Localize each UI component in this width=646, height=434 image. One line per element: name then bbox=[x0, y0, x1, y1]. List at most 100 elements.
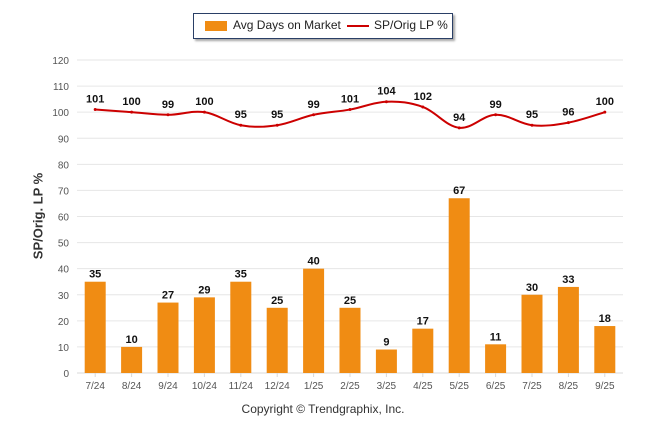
bar bbox=[448, 198, 470, 373]
line-point bbox=[530, 123, 534, 127]
y-tick-label: 80 bbox=[58, 160, 70, 171]
line-data-label: 95 bbox=[271, 109, 283, 121]
x-tick-label: 5/25 bbox=[449, 381, 469, 392]
bar-data-label: 25 bbox=[271, 295, 283, 307]
line-data-label: 96 bbox=[562, 107, 574, 119]
y-tick-label: 50 bbox=[58, 239, 70, 250]
line-point bbox=[603, 110, 607, 114]
line-point bbox=[421, 105, 425, 109]
line-point bbox=[494, 113, 498, 117]
bar bbox=[193, 297, 215, 373]
line-point bbox=[457, 126, 461, 130]
line-data-label: 99 bbox=[489, 99, 501, 111]
line-data-label: 104 bbox=[377, 86, 396, 98]
line-data-label: 94 bbox=[453, 112, 466, 124]
x-tick-label: 9/25 bbox=[595, 381, 615, 392]
bar-data-label: 35 bbox=[235, 269, 247, 281]
line-data-label: 102 bbox=[414, 91, 432, 103]
line-data-label: 100 bbox=[122, 96, 140, 108]
line-point bbox=[348, 108, 352, 112]
line-data-label: 100 bbox=[596, 96, 614, 108]
line-data-label: 99 bbox=[162, 99, 174, 111]
x-axis-ticks: 7/24 8/24 9/24 10/24 11/24 12/24 1/25 2/25 3/25 4… bbox=[85, 373, 615, 392]
bar bbox=[84, 281, 106, 373]
line-point bbox=[239, 123, 243, 127]
bar bbox=[157, 302, 179, 373]
bar-data-labels: 35 10 27 29 35 25 40 25 9 17 67 11 30 33 18 bbox=[89, 185, 611, 348]
line-point bbox=[312, 113, 316, 117]
x-tick-label: 9/24 bbox=[158, 381, 178, 392]
bar bbox=[266, 307, 288, 373]
line-point bbox=[275, 123, 279, 127]
line-point bbox=[202, 110, 206, 114]
bar-data-label: 33 bbox=[562, 274, 574, 286]
y-tick-label: 100 bbox=[52, 108, 69, 119]
y-tick-label: 70 bbox=[58, 186, 70, 197]
line-data-label: 101 bbox=[341, 94, 359, 106]
line-point bbox=[93, 108, 97, 112]
y-tick-label: 0 bbox=[63, 369, 69, 380]
bar bbox=[375, 349, 397, 373]
y-tick-label: 90 bbox=[58, 134, 70, 145]
y-axis-ticks: 0 10 20 30 40 50 60 70 80 90 100 110 120 bbox=[52, 56, 69, 380]
bar bbox=[485, 344, 507, 373]
line-data-labels: 101 100 99 100 95 95 99 101 104 102 94 99 95 96 100 bbox=[86, 86, 614, 124]
x-tick-label: 6/25 bbox=[486, 381, 506, 392]
bar-data-label: 11 bbox=[490, 331, 502, 343]
y-tick-label: 20 bbox=[58, 317, 70, 328]
line-point bbox=[566, 121, 570, 125]
x-tick-label: 7/25 bbox=[522, 381, 542, 392]
bar-data-label: 10 bbox=[125, 334, 137, 346]
line-data-label: 95 bbox=[526, 109, 538, 121]
x-tick-label: 1/25 bbox=[304, 381, 324, 392]
bar-data-label: 29 bbox=[198, 284, 210, 296]
x-tick-label: 7/24 bbox=[85, 381, 105, 392]
y-tick-label: 60 bbox=[58, 213, 70, 224]
bar bbox=[521, 294, 543, 373]
line-data-label: 101 bbox=[86, 94, 104, 106]
bar-data-label: 30 bbox=[526, 282, 538, 294]
line-data-label: 99 bbox=[307, 99, 319, 111]
bar-data-label: 27 bbox=[162, 290, 174, 302]
bar-data-label: 40 bbox=[307, 256, 319, 268]
bar-data-label: 17 bbox=[417, 316, 429, 328]
x-tick-label: 2/25 bbox=[340, 381, 360, 392]
legend-swatch-avg-days bbox=[205, 21, 227, 31]
x-tick-label: 12/24 bbox=[265, 381, 290, 392]
x-tick-label: 3/25 bbox=[377, 381, 397, 392]
legend-swatch-sp-orig bbox=[347, 25, 369, 27]
legend-label-sp-orig: SP/Orig LP % bbox=[374, 18, 448, 32]
bar bbox=[594, 326, 616, 373]
bar bbox=[557, 286, 579, 373]
bar bbox=[303, 268, 325, 373]
y-tick-label: 40 bbox=[58, 265, 70, 276]
y-tick-label: 10 bbox=[58, 343, 70, 354]
bar bbox=[339, 307, 361, 373]
bar-series bbox=[84, 198, 616, 373]
chart-legend: Avg Days on Market SP/Orig LP % bbox=[193, 13, 453, 39]
line-series bbox=[93, 100, 607, 130]
bar-data-label: 25 bbox=[344, 295, 356, 307]
line-data-label: 95 bbox=[235, 109, 247, 121]
bar-data-label: 18 bbox=[599, 313, 611, 325]
bar bbox=[230, 281, 252, 373]
x-tick-label: 10/24 bbox=[192, 381, 217, 392]
bar bbox=[121, 346, 143, 373]
y-tick-label: 30 bbox=[58, 291, 70, 302]
y-tick-label: 110 bbox=[53, 82, 69, 93]
x-tick-label: 8/24 bbox=[122, 381, 142, 392]
bar-data-label: 9 bbox=[383, 337, 389, 349]
bar-data-label: 35 bbox=[89, 269, 101, 281]
legend-label-avg-days: Avg Days on Market bbox=[233, 18, 341, 32]
line-point bbox=[384, 100, 388, 104]
x-tick-label: 11/24 bbox=[229, 381, 254, 392]
line-point bbox=[166, 113, 170, 117]
bar-data-label: 67 bbox=[453, 185, 465, 197]
x-tick-label: 8/25 bbox=[559, 381, 579, 392]
copyright-text: Copyright © Trendgraphix, Inc. bbox=[241, 402, 405, 416]
bar bbox=[412, 328, 434, 373]
line-data-label: 100 bbox=[195, 96, 213, 108]
y-tick-label: 120 bbox=[52, 56, 69, 67]
x-tick-label: 4/25 bbox=[413, 381, 433, 392]
